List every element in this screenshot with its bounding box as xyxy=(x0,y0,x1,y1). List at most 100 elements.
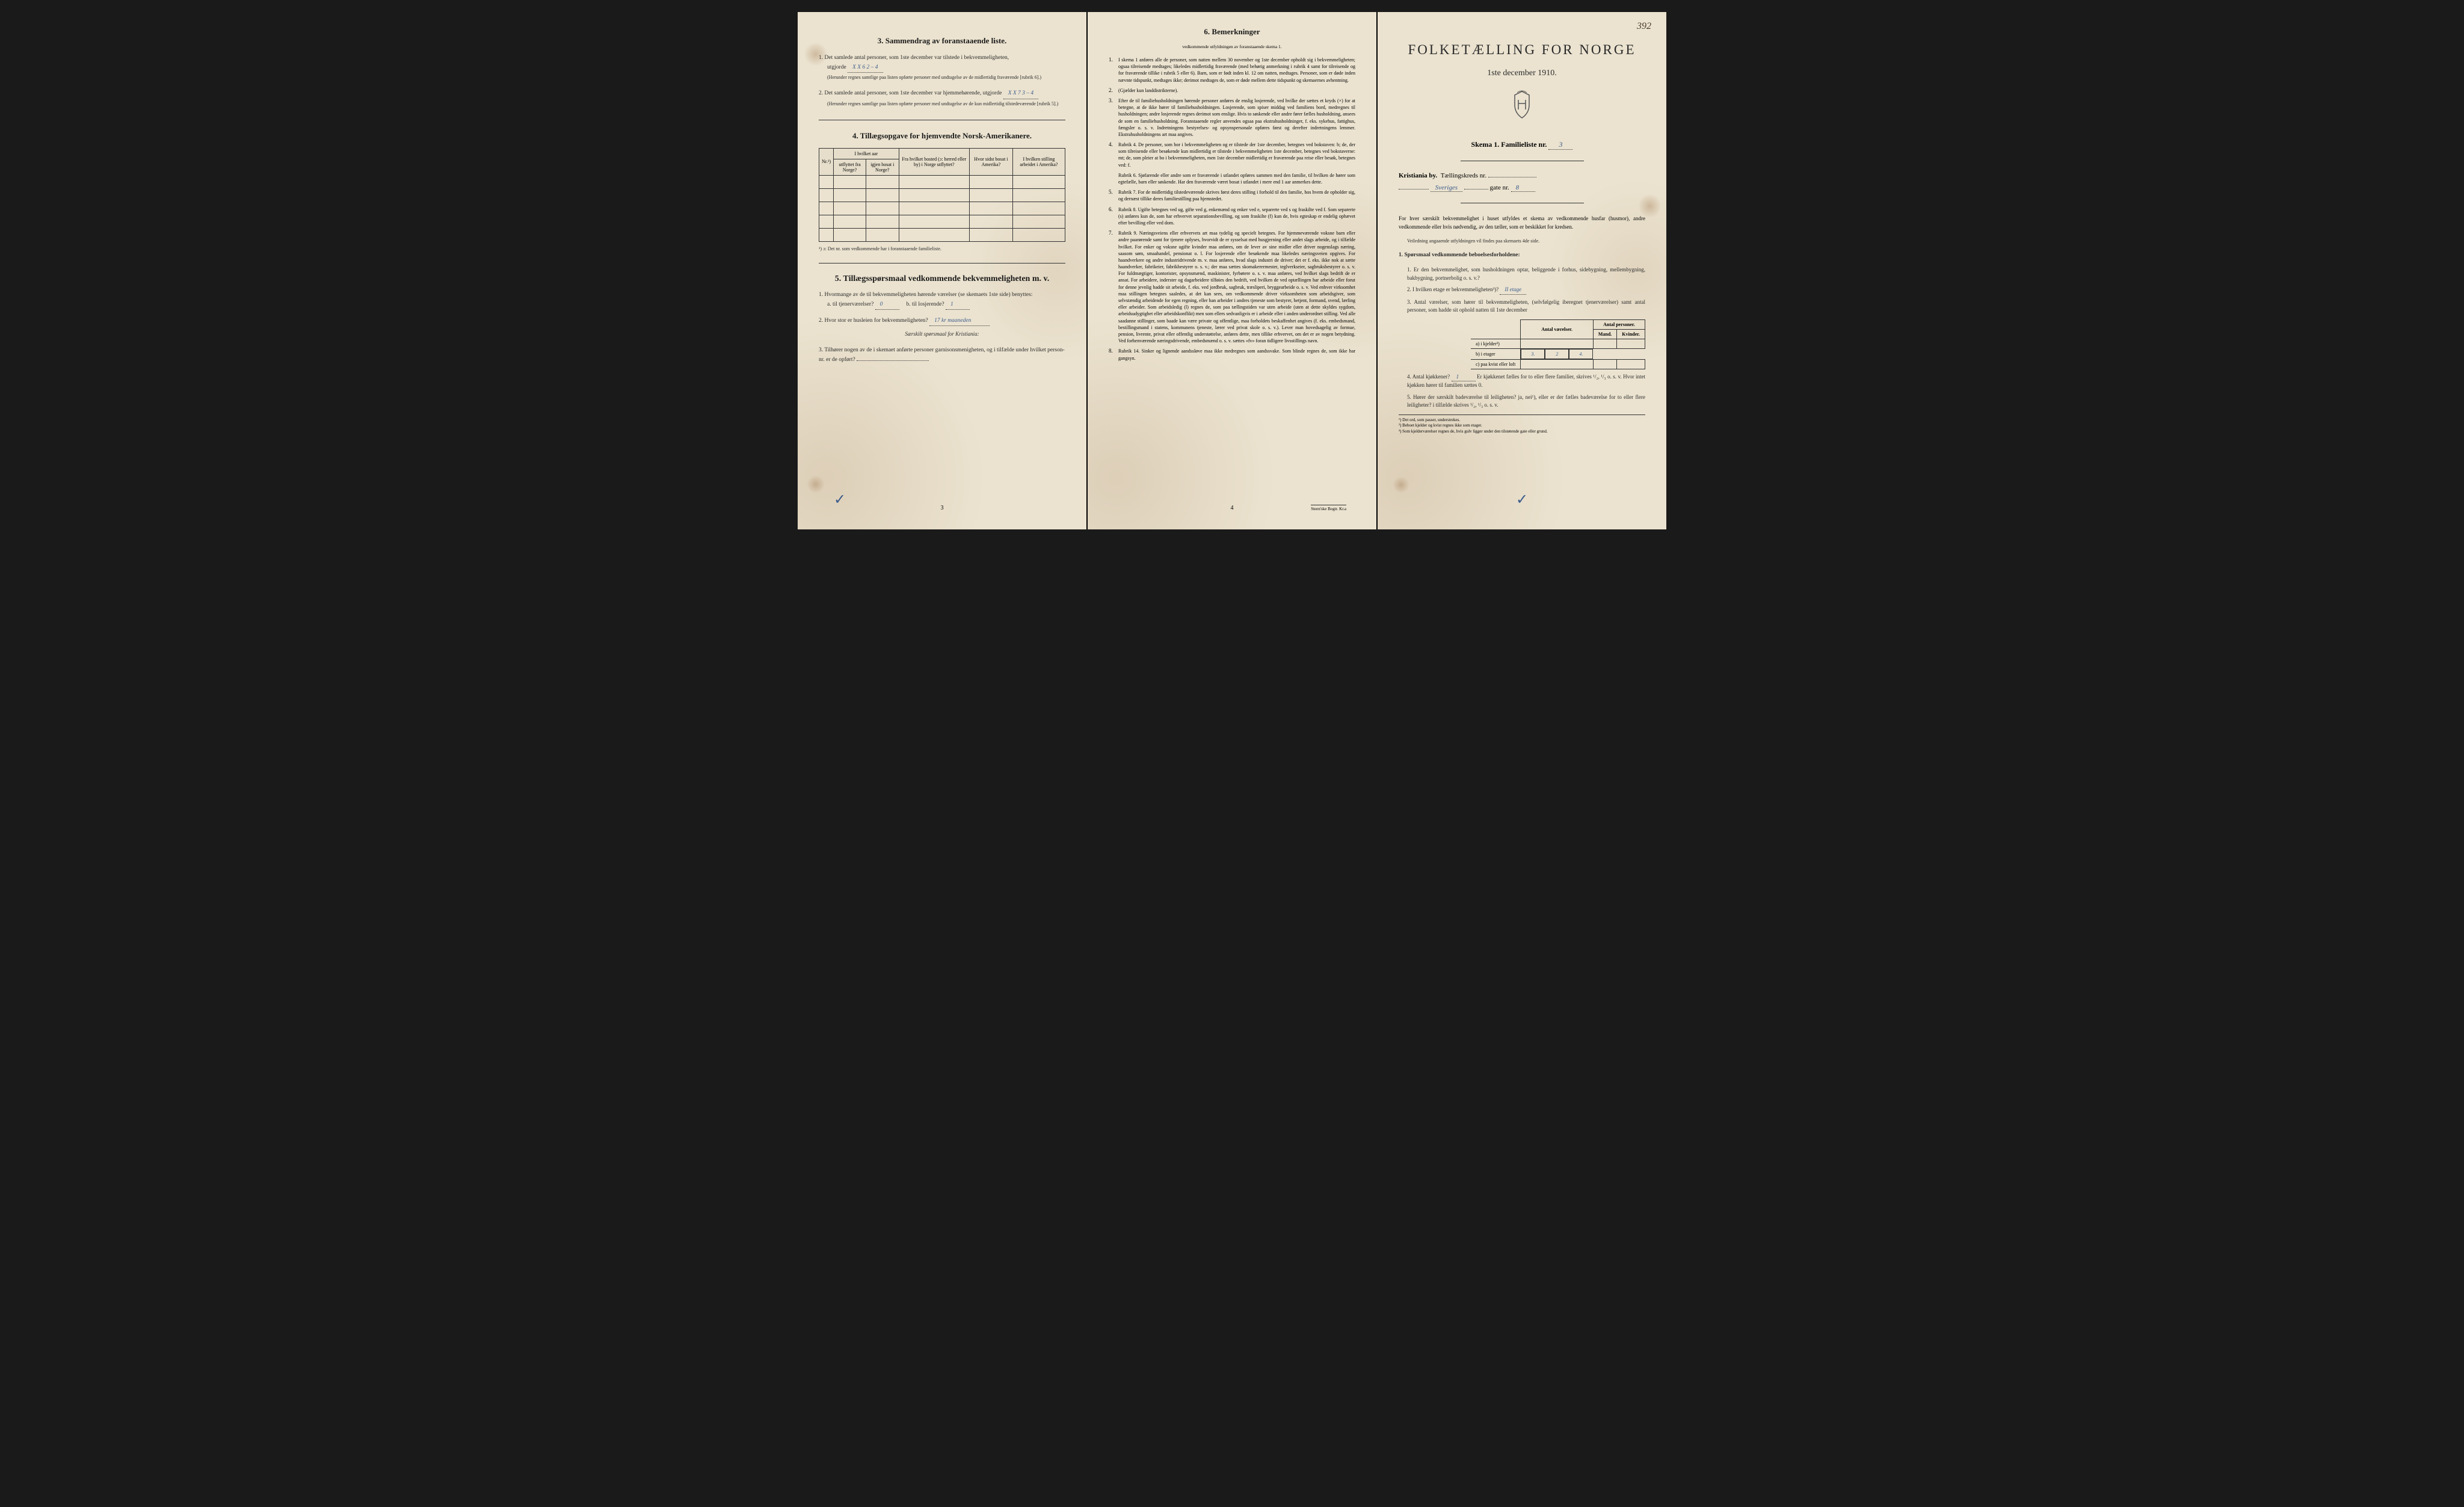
item-text: Rubrik 9. Næringsveiens eller erhvervets… xyxy=(1118,230,1355,344)
th-mand: Mand. xyxy=(1593,329,1616,339)
bemerkning-item: 7.Rubrik 9. Næringsveiens eller erhverve… xyxy=(1109,230,1355,344)
th-personer: Antal personer. xyxy=(1593,319,1645,329)
q3-2: 2. Det samlede antal personer, som 1ste … xyxy=(819,88,1065,108)
th-nr: Nr.¹) xyxy=(819,148,834,175)
archive-number: 392 xyxy=(1637,21,1651,32)
q1-2-value: II etage xyxy=(1500,286,1526,295)
th-kvinder: Kvinder. xyxy=(1617,329,1645,339)
street-number: 8 xyxy=(1511,184,1535,192)
q5-2-text: 2. Hvor stor er husleien for bekvemmelig… xyxy=(819,318,928,324)
q5-2-value: 17 kr maaneden xyxy=(929,316,990,326)
th-stilling: I hvilken stilling arbeidet i Amerika? xyxy=(1012,148,1065,175)
q3-1-text: 1. Det samlede antal personer, som 1ste … xyxy=(819,55,1009,61)
q1-1: 1. Er den bekvemmelighet, som husholdnin… xyxy=(1407,266,1645,282)
q5-3-text: 3. Tilhører nogen av de i skemaet anført… xyxy=(819,347,1065,363)
item-text: Rubrik 8. Ugifte betegnes ved ug, gifte … xyxy=(1118,206,1355,227)
amerikanere-table: Nr.¹) I hvilket aar Fra hvilket bosted (… xyxy=(819,148,1065,242)
bemerkning-item: 8.Rubrik 14. Sinker og lignende aandsslø… xyxy=(1109,348,1355,361)
fn-2: ²) Beboet kjelder og kvist regnes ikke s… xyxy=(1399,423,1645,429)
item-text: (Gjælder kun landdistrikterne). xyxy=(1118,87,1355,94)
q5-3: 3. Tilhører nogen av de i skemaet anført… xyxy=(819,345,1065,365)
section-1-title: 1. Spørsmaal vedkommende beboelsesforhol… xyxy=(1399,252,1520,258)
q5-1-text: 1. Hvormange av de til bekvemmeligheten … xyxy=(819,292,1032,298)
section4-footnote: ¹) ɔ: Det nr. som vedkommende har i fora… xyxy=(819,245,1065,252)
row-etager: b) i etager xyxy=(1471,348,1521,359)
item-number: 8. xyxy=(1109,348,1118,361)
th-igjen: igjen bosat i Norge? xyxy=(866,159,899,175)
item-number: 2. xyxy=(1109,87,1118,94)
fn-1: ¹) Det ord, som passer, understrekes. xyxy=(1399,418,1645,424)
bemerkning-item: 6.Rubrik 8. Ugifte betegnes ved ug, gift… xyxy=(1109,206,1355,227)
th-aar: I hvilket aar xyxy=(834,148,899,159)
census-document: 3. Sammendrag av foranstaaende liste. 1.… xyxy=(798,12,1666,529)
bemerkning-item: 3.Efter de til familiehusholdningen høre… xyxy=(1109,97,1355,138)
th-utflyttet: utflyttet fra Norge? xyxy=(834,159,866,175)
bemerkning-item: Rubrik 6. Sjøfarende eller andre som er … xyxy=(1109,172,1355,185)
coat-of-arms-icon xyxy=(1399,90,1645,125)
q3-2-note: (Herunder regnes samtlige paa listen opf… xyxy=(827,101,1058,106)
q3-1-value: X X 6 2 – 4 xyxy=(848,63,882,73)
section-6-title: 6. Bemerkninger xyxy=(1109,27,1355,37)
checkmark-icon-2: ✓ xyxy=(1516,491,1528,508)
q1-2-wrap: 2. I hvilken etage er bekvemmeligheten³)… xyxy=(1407,286,1645,295)
section-4-title: 4. Tillægsopgave for hjemvendte Norsk-Am… xyxy=(819,131,1065,141)
etager-m: 2 xyxy=(1545,349,1569,359)
q3-1-cont: utgjorde xyxy=(827,64,846,70)
row-kvist: c) paa kvist eller loft xyxy=(1471,359,1521,369)
etager-v: 3. xyxy=(1521,349,1545,359)
item-text: Rubrik 7. For de midlertidig tilstedevær… xyxy=(1118,189,1355,202)
fn-3: ³) Som kjelderværelser regnes de, hvis g… xyxy=(1399,429,1645,435)
item-text: Rubrik 6. Sjøfarende eller andre som er … xyxy=(1118,172,1355,185)
th-bosted: Fra hvilket bosted (ɔ: herred eller by) … xyxy=(899,148,970,175)
bemerkning-item: 4.Rubrik 4. De personer, som bor i bekve… xyxy=(1109,141,1355,168)
bemerkning-item: 5.Rubrik 7. For de midlertidig tilstedev… xyxy=(1109,189,1355,202)
q5-1: 1. Hvormange av de til bekvemmeligheten … xyxy=(819,290,1065,310)
q5-1a-value: 0 xyxy=(875,300,899,310)
section-6-subtitle: vedkommende utfyldningen av foranstaaend… xyxy=(1109,44,1355,49)
footnotes: ¹) Det ord, som passer, understrekes. ²)… xyxy=(1399,415,1645,435)
item-number xyxy=(1109,172,1118,185)
page-4-footer: 4 Steen'ske Bogtr. Kr.a xyxy=(1088,505,1376,511)
q3-1-note: (Herunder regnes samtlige paa listen opf… xyxy=(827,75,1041,80)
q5-1a: a. til tjenerværelser? xyxy=(827,301,873,307)
q5-1b-value: 1 xyxy=(946,300,970,310)
schema-line: Skema 1. Familieliste nr. 3 xyxy=(1399,140,1645,150)
q1-4-value: 1 xyxy=(1452,373,1476,382)
main-title: FOLKETÆLLING FOR NORGE xyxy=(1399,42,1645,58)
item-number: 4. xyxy=(1109,141,1118,168)
item-number: 7. xyxy=(1109,230,1118,344)
item-text: Efter de til familiehusholdningen hørend… xyxy=(1118,97,1355,138)
item-number: 3. xyxy=(1109,97,1118,138)
q5-2: 2. Hvor stor er husleien for bekvemmelig… xyxy=(819,316,1065,339)
vaelser-table: Antal værelser. Antal personer. Mand. Kv… xyxy=(1471,319,1645,369)
bemerkning-item: 1.I skema 1 anføres alle de personer, so… xyxy=(1109,57,1355,84)
page-4: 6. Bemerkninger vedkommende utfyldningen… xyxy=(1088,12,1376,529)
schema-number: 3 xyxy=(1548,140,1572,150)
intro-paragraph: For hver særskilt bekvemmelighet i huset… xyxy=(1399,214,1645,232)
schema-label: Skema 1. Familieliste nr. xyxy=(1471,140,1547,149)
th-amerika: Hvor sidst bosat i Amerika? xyxy=(970,148,1013,175)
q3-2-text: 2. Det samlede antal personer, som 1ste … xyxy=(819,90,1002,96)
item-text: Rubrik 4. De personer, som bor i bekvemm… xyxy=(1118,141,1355,168)
street-name: Sveriges xyxy=(1431,184,1462,192)
item-text: I skema 1 anføres alle de personer, som … xyxy=(1118,57,1355,84)
printer-mark: Steen'ske Bogtr. Kr.a xyxy=(1311,505,1346,511)
location-kristiania: Kristiania by. Tællingskreds nr. xyxy=(1399,172,1645,179)
q3-2-value: X X 7 3 – 4 xyxy=(1003,88,1038,99)
q1-5: 5. Hører der særskilt badeværelse til le… xyxy=(1407,393,1645,410)
page-number-3: 3 xyxy=(798,505,1086,511)
section-5-title: 5. Tillægsspørsmaal vedkommende bekvemme… xyxy=(819,274,1065,284)
intro-note: Veiledning angaaende utfyldningen vil fi… xyxy=(1407,238,1645,244)
kreds-label: Tællingskreds nr. xyxy=(1441,172,1486,179)
city-label: Kristiania by. xyxy=(1399,172,1437,179)
q5-1b: b. til losjerende? xyxy=(907,301,944,307)
page-1-cover: 392 FOLKETÆLLING FOR NORGE 1ste december… xyxy=(1378,12,1666,529)
q1-4-wrap: 4. Antal kjøkkener? 1 Er kjøkkenet fælle… xyxy=(1407,373,1645,390)
bemerkning-item: 2.(Gjælder kun landdistrikterne). xyxy=(1109,87,1355,94)
item-number: 5. xyxy=(1109,189,1118,202)
section-3-title: 3. Sammendrag av foranstaaende liste. xyxy=(819,36,1065,46)
bemerkninger-list: 1.I skema 1 anføres alle de personer, so… xyxy=(1109,57,1355,362)
th-vaerelser: Antal værelser. xyxy=(1521,319,1594,339)
census-date: 1ste december 1910. xyxy=(1399,69,1645,78)
page-3: 3. Sammendrag av foranstaaende liste. 1.… xyxy=(798,12,1086,529)
